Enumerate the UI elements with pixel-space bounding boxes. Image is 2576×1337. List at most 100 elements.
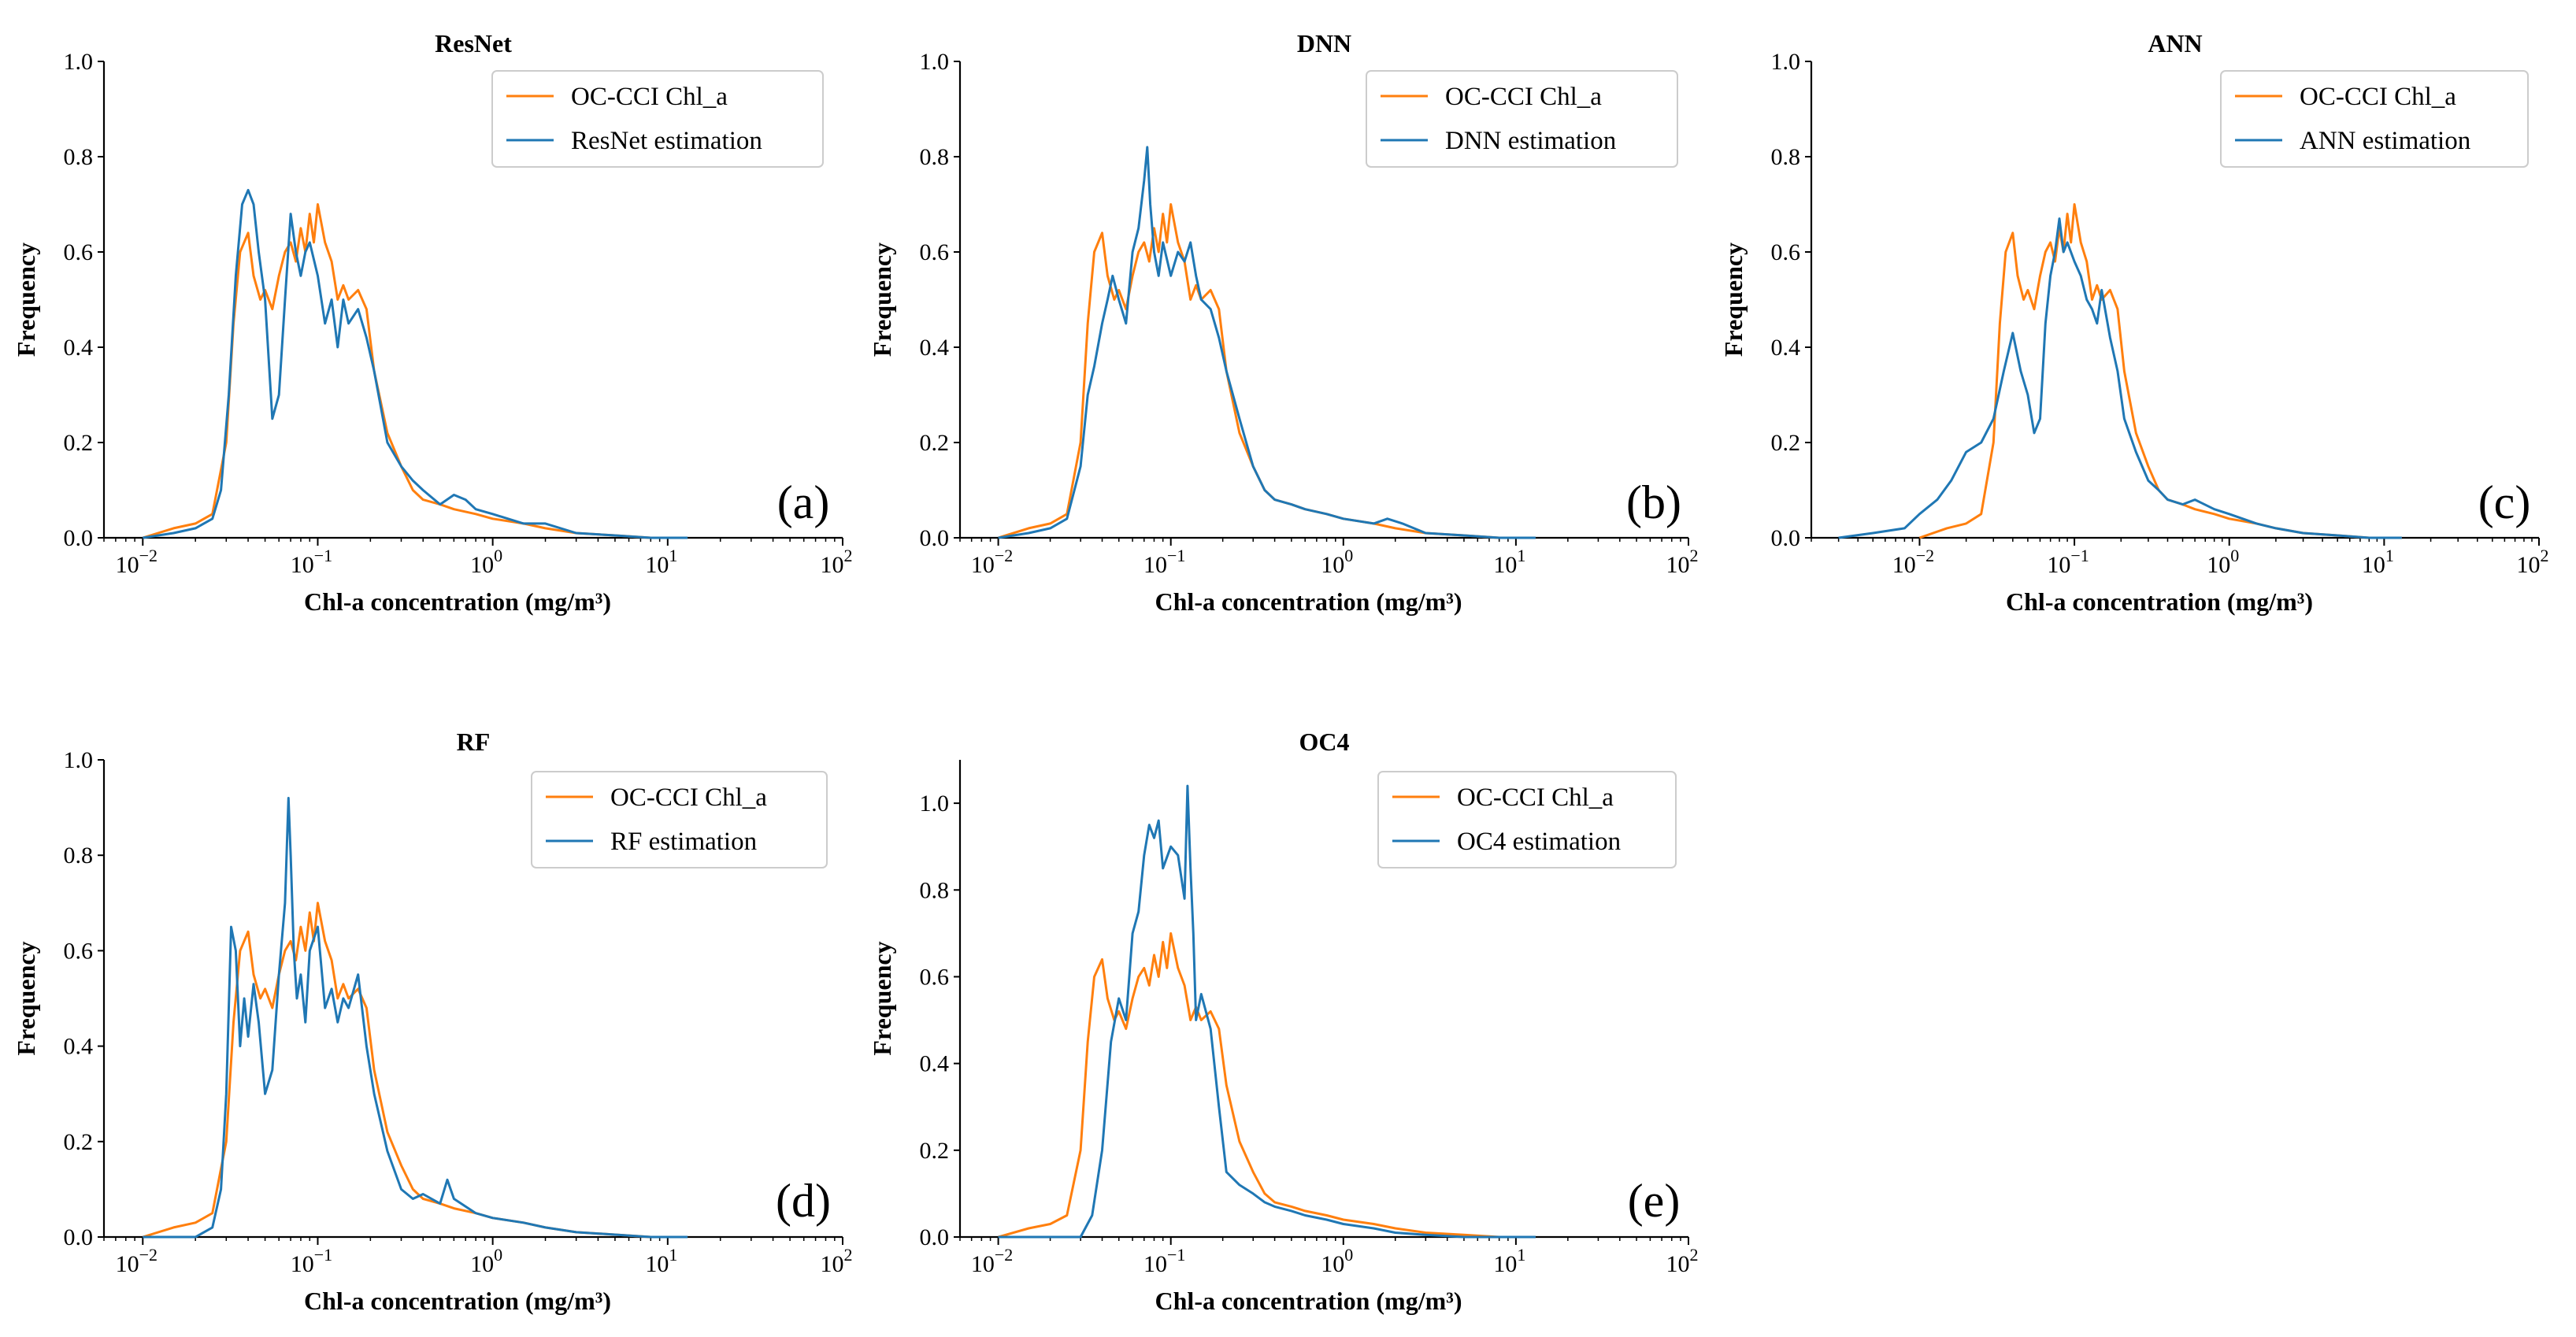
legend-box <box>1377 771 1677 868</box>
panel-label: (e) <box>1628 1175 1681 1227</box>
series-line-orange <box>142 203 688 539</box>
y-tick-label: 0.6 <box>920 239 950 265</box>
y-tick-label: 0.0 <box>920 1224 950 1250</box>
x-tick-label: 102 <box>1666 546 1699 578</box>
y-tick-label: 1.0 <box>1771 49 1801 75</box>
chart-title: DNN <box>1297 29 1351 57</box>
x-tick-label: 100 <box>1321 1245 1353 1277</box>
x-tick-label: 10−2 <box>971 546 1013 578</box>
x-tick-label: 10−1 <box>1143 546 1185 578</box>
series-line-blue <box>143 797 688 1239</box>
y-tick-label: 0.4 <box>920 1051 950 1077</box>
x-tick-label: 10−2 <box>116 1245 158 1277</box>
y-tick-label: 0.6 <box>1771 239 1801 265</box>
y-tick-label: 0.0 <box>64 1224 94 1250</box>
y-tick-label: 0.8 <box>64 144 94 170</box>
y-tick-label: 0.2 <box>920 1138 950 1164</box>
x-tick-label: 10−1 <box>1143 1245 1185 1277</box>
chart-title: OC4 <box>1299 728 1350 756</box>
x-tick-label: 10−2 <box>1892 546 1934 578</box>
x-tick-label: 100 <box>1321 546 1353 578</box>
panel-label: (d) <box>776 1175 831 1227</box>
legend-entry: OC-CCI Chl_a <box>2300 83 2456 111</box>
y-axis-label: Frequency <box>868 243 896 357</box>
y-tick-label: 0.6 <box>64 938 94 964</box>
y-tick-label: 1.0 <box>920 791 950 817</box>
x-tick-label: 10−2 <box>116 546 158 578</box>
chart-panel-5: OC4 0.0 0.2 0.4 0.6 0.8 1.0 10−2 10−1 100 101 102 Ch… <box>868 728 1699 1315</box>
chart-panel-2: DNN 0.0 0.2 0.4 0.6 0.8 1.0 10−2 10−1 100 101 102 Ch… <box>868 29 1699 616</box>
y-tick-label: 0.2 <box>64 430 94 456</box>
series-line-blue <box>1838 217 2402 539</box>
chart-panel-3: ANN 0.0 0.2 0.4 0.6 0.8 1.0 10−2 10−1 100 101 102 Ch… <box>1719 29 2549 616</box>
legend-entry: RF estimation <box>610 828 757 856</box>
legend-box <box>2220 70 2529 168</box>
y-tick-label: 0.4 <box>1771 335 1801 361</box>
y-axis-label: Frequency <box>12 243 40 357</box>
y-tick-label: 0.2 <box>920 430 950 456</box>
panel-label: (c) <box>2478 476 2531 528</box>
y-tick-label: 0.0 <box>920 525 950 551</box>
x-tick-label: 102 <box>1666 1245 1699 1277</box>
x-tick-label: 101 <box>645 1245 677 1277</box>
y-tick-label: 1.0 <box>64 747 94 773</box>
x-tick-label: 101 <box>1493 1245 1525 1277</box>
series-line-orange <box>998 931 1536 1239</box>
legend-box <box>1366 70 1678 168</box>
x-tick-label: 101 <box>645 546 677 578</box>
x-tick-label: 10−1 <box>2047 546 2089 578</box>
chart-title: ANN <box>2148 29 2202 57</box>
series-line-orange <box>1918 203 2402 539</box>
x-axis-label: Chl-a concentration (mg/m³) <box>304 1287 611 1315</box>
y-tick-label: 0.8 <box>920 877 950 903</box>
y-tick-label: 0.4 <box>64 335 94 361</box>
series-line-blue <box>998 146 1536 539</box>
y-axis-label: Frequency <box>12 941 40 1055</box>
x-axis-label: Chl-a concentration (mg/m³) <box>304 587 611 616</box>
legend-entry: OC-CCI Chl_a <box>610 783 767 812</box>
legend-entry: OC-CCI Chl_a <box>1457 783 1614 812</box>
legend-entry: DNN estimation <box>1445 127 1616 155</box>
chart-title: RF <box>457 728 491 756</box>
x-tick-label: 100 <box>470 546 502 578</box>
x-tick-label: 10−2 <box>971 1245 1013 1277</box>
legend-box <box>531 771 828 868</box>
x-axis-label: Chl-a concentration (mg/m³) <box>1155 587 1462 616</box>
legend-box <box>491 70 824 168</box>
chart-title: ResNet <box>435 29 512 57</box>
x-tick-label: 10−1 <box>291 546 332 578</box>
x-tick-label: 100 <box>470 1245 502 1277</box>
series-line-orange <box>142 902 688 1239</box>
x-tick-label: 100 <box>2207 546 2239 578</box>
series-line-blue <box>998 784 1536 1239</box>
legend-entry: OC4 estimation <box>1457 828 1621 856</box>
series-line-blue <box>143 188 688 539</box>
x-tick-label: 101 <box>1493 546 1525 578</box>
legend-entry: ANN estimation <box>2300 127 2470 155</box>
y-tick-label: 1.0 <box>920 49 950 75</box>
x-tick-label: 102 <box>821 1245 853 1277</box>
chart-panel-1: ResNet 0.0 0.2 0.4 0.6 0.8 1.0 10−2 10−1 100 101 10… <box>12 29 853 616</box>
y-tick-label: 0.2 <box>1771 430 1801 456</box>
y-axis-label: Frequency <box>868 941 896 1055</box>
y-tick-label: 0.0 <box>64 525 94 551</box>
legend-entry: OC-CCI Chl_a <box>1445 83 1602 111</box>
y-axis-label: Frequency <box>1719 243 1748 357</box>
panel-label: (a) <box>777 476 830 528</box>
y-tick-label: 0.2 <box>64 1129 94 1155</box>
x-tick-label: 101 <box>2362 546 2394 578</box>
x-axis-label: Chl-a concentration (mg/m³) <box>1155 1287 1462 1315</box>
x-tick-label: 102 <box>2517 546 2549 578</box>
chart-panel-4: RF 0.0 0.2 0.4 0.6 0.8 1.0 10−2 10−1 100 101 102 Chl… <box>12 728 853 1315</box>
y-tick-label: 0.4 <box>64 1034 94 1060</box>
x-tick-label: 102 <box>821 546 853 578</box>
y-tick-label: 0.8 <box>920 144 950 170</box>
x-axis-label: Chl-a concentration (mg/m³) <box>2006 587 2313 616</box>
y-tick-label: 0.6 <box>920 964 950 990</box>
legend-entry: ResNet estimation <box>571 127 762 155</box>
y-tick-label: 1.0 <box>64 49 94 75</box>
y-tick-label: 0.0 <box>1771 525 1801 551</box>
panel-label: (b) <box>1626 476 1681 528</box>
series-line-orange <box>998 203 1536 539</box>
